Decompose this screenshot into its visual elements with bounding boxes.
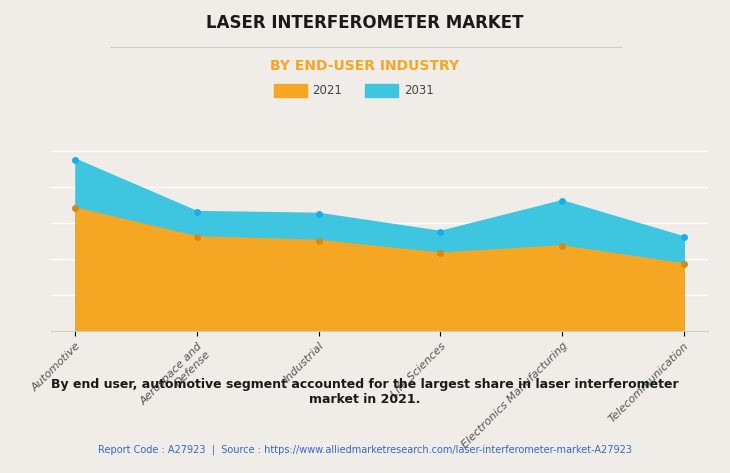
Text: BY END-USER INDUSTRY: BY END-USER INDUSTRY: [270, 59, 460, 73]
Text: Report Code : A27923  |  Source : https://www.alliedmarketresearch.com/laser-int: Report Code : A27923 | Source : https://…: [98, 445, 632, 455]
Text: By end user, automotive segment accounted for the largest share in laser interfe: By end user, automotive segment accounte…: [51, 378, 679, 406]
Text: 2031: 2031: [404, 84, 434, 97]
Text: LASER INTERFEROMETER MARKET: LASER INTERFEROMETER MARKET: [207, 14, 523, 32]
Text: 2021: 2021: [312, 84, 342, 97]
